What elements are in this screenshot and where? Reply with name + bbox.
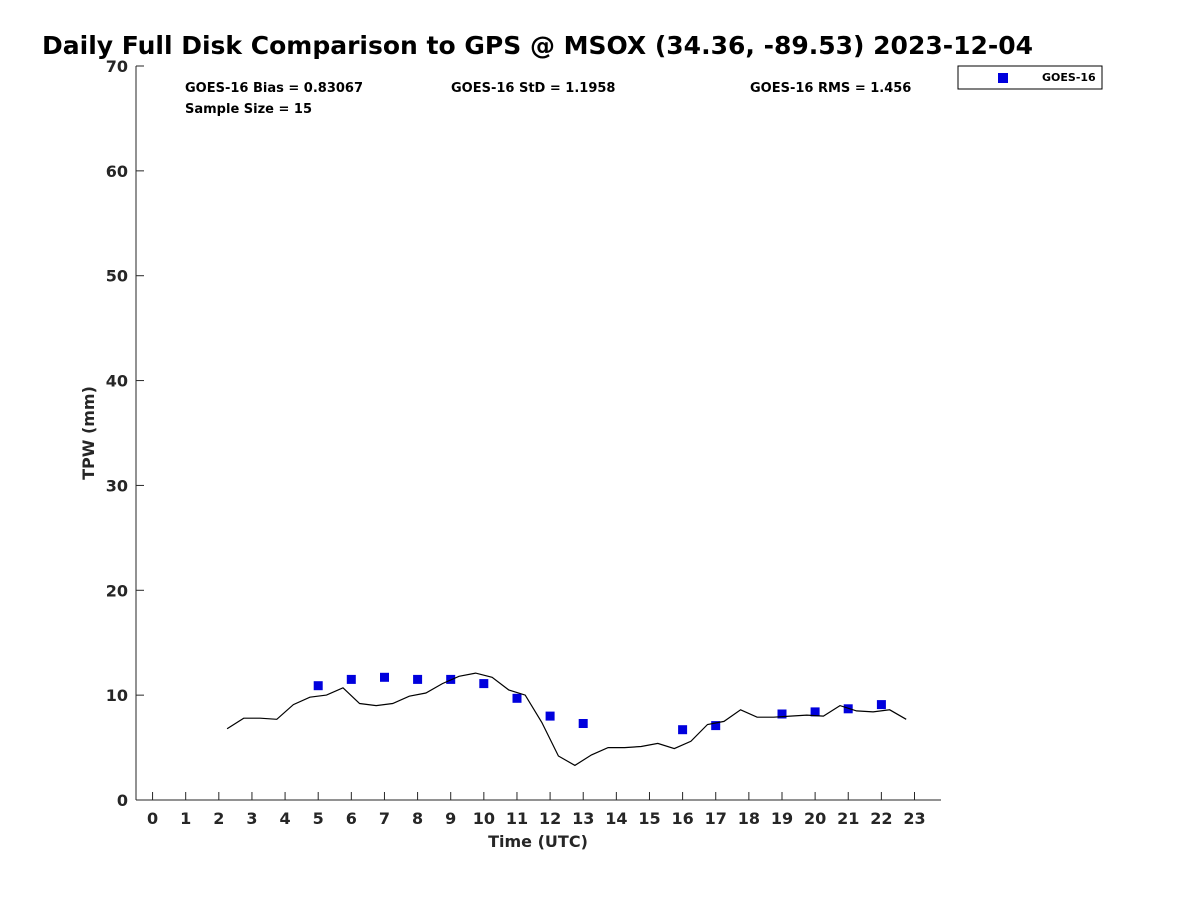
legend-box — [957, 65, 1103, 90]
gps-line — [226, 672, 907, 767]
x-tick-label: 17 — [705, 809, 727, 828]
goes16-point — [479, 679, 489, 689]
goes16-point — [512, 693, 522, 703]
x-tick-label: 10 — [473, 809, 495, 828]
stat-sample-size: Sample Size = 15 — [185, 102, 312, 117]
x-tick-label: 18 — [738, 809, 760, 828]
x-tick-label: 14 — [605, 809, 627, 828]
x-tick-label: 7 — [379, 809, 390, 828]
x-tick-label: 16 — [671, 809, 693, 828]
goes16-point — [678, 725, 688, 735]
goes16-point — [810, 707, 820, 717]
goes16-point — [578, 719, 588, 728]
axes — [135, 66, 941, 801]
goes16-point — [346, 674, 356, 684]
legend-marker-goes16 — [998, 73, 1008, 83]
y-tick-label: 0 — [117, 791, 128, 810]
y-tick-label: 30 — [106, 476, 128, 495]
x-tick-label: 15 — [638, 809, 660, 828]
x-tick-label: 12 — [539, 809, 561, 828]
x-ticks: 0 1 2 3 4 5 6 7 8 9 10 11 12 13 14 15 16 17 18 19 20 21 22 23 — [147, 792, 926, 828]
y-ticks: 0 10 20 30 40 50 60 70 — [106, 57, 144, 810]
y-axis-label: TPW (mm) — [79, 386, 98, 480]
series-group — [226, 672, 907, 767]
stat-bias: GOES-16 Bias = 0.83067 — [185, 81, 363, 96]
x-tick-label: 1 — [180, 809, 191, 828]
goes16-point — [711, 721, 721, 731]
legend: GOES-16 — [957, 65, 1103, 90]
x-tick-label: 2 — [213, 809, 224, 828]
stat-std: GOES-16 StD = 1.1958 — [451, 81, 615, 96]
x-tick-label: 8 — [412, 809, 423, 828]
goes16-point — [777, 709, 787, 719]
x-tick-label: 11 — [506, 809, 528, 828]
x-tick-label: 0 — [147, 809, 158, 828]
y-tick-label: 40 — [106, 372, 128, 391]
goes16-point — [413, 674, 423, 684]
x-tick-label: 13 — [572, 809, 594, 828]
y-tick-label: 50 — [106, 267, 128, 286]
x-tick-label: 6 — [346, 809, 357, 828]
x-tick-label: 5 — [313, 809, 324, 828]
stat-rms: GOES-16 RMS = 1.456 — [750, 81, 911, 96]
goes16-point — [313, 681, 323, 691]
x-tick-label: 9 — [445, 809, 456, 828]
x-tick-label: 3 — [246, 809, 257, 828]
x-tick-label: 23 — [903, 809, 925, 828]
x-tick-label: 4 — [280, 809, 291, 828]
x-tick-label: 19 — [771, 809, 793, 828]
goes16-point — [545, 711, 555, 721]
goes16-point — [876, 700, 886, 710]
y-tick-label: 60 — [106, 162, 128, 181]
x-axis-label: Time (UTC) — [488, 832, 588, 851]
y-tick-label: 20 — [106, 581, 128, 600]
x-tick-label: 20 — [804, 809, 826, 828]
stats-annotations: GOES-16 Bias = 0.83067 GOES-16 StD = 1.1… — [185, 81, 911, 117]
y-tick-label: 70 — [106, 57, 128, 76]
legend-label-goes16: GOES-16 — [1042, 71, 1096, 84]
y-tick-label: 10 — [106, 686, 128, 705]
x-tick-label: 21 — [837, 809, 859, 828]
x-tick-label: 22 — [870, 809, 892, 828]
goes16-point — [380, 672, 389, 682]
chart-title: Daily Full Disk Comparison to GPS @ MSOX… — [42, 31, 1033, 60]
